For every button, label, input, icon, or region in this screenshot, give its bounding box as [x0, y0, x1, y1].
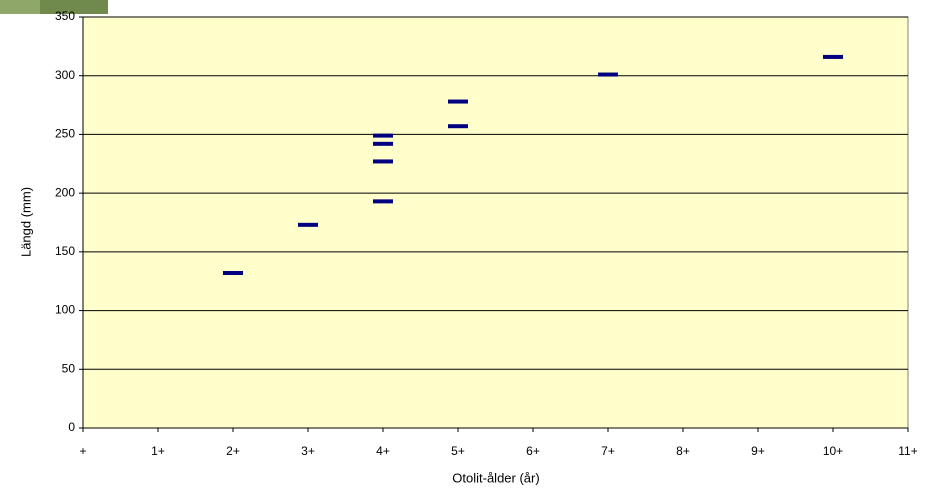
x-tick-label: 10+ — [823, 444, 843, 458]
point — [373, 159, 393, 164]
point — [373, 141, 393, 146]
x-tick-label: 5+ — [451, 444, 465, 458]
y-tick-label: 350 — [55, 9, 75, 23]
y-tick-label: 50 — [62, 361, 76, 375]
photo-fragment — [0, 0, 40, 14]
x-tick-label: + — [79, 444, 86, 458]
y-tick-label: 100 — [55, 303, 75, 317]
y-tick-label: 250 — [55, 127, 75, 141]
x-tick-label: 8+ — [676, 444, 690, 458]
x-tick-label: 3+ — [301, 444, 315, 458]
point — [823, 54, 843, 59]
point — [373, 199, 393, 204]
point — [598, 72, 618, 77]
point — [298, 222, 318, 227]
x-tick-label: 11+ — [898, 444, 917, 458]
x-tick-label: 1+ — [151, 444, 165, 458]
y-tick-label: 150 — [55, 244, 75, 258]
x-axis-title: Otolit-ålder (år) — [452, 470, 539, 485]
point — [223, 270, 243, 275]
x-tick-label: 2+ — [226, 444, 240, 458]
y-tick-label: 0 — [68, 420, 75, 434]
x-tick-label: 6+ — [526, 444, 540, 458]
point — [448, 124, 468, 129]
x-tick-label: 4+ — [376, 444, 390, 458]
point — [448, 99, 468, 104]
x-tick-label: 9+ — [751, 444, 765, 458]
plot-area — [82, 16, 909, 429]
y-tick-label: 200 — [55, 185, 75, 199]
point — [373, 133, 393, 138]
x-tick-label: 7+ — [601, 444, 615, 458]
y-tick-label: 300 — [55, 68, 75, 82]
y-axis-title: Längd (mm) — [18, 187, 33, 257]
